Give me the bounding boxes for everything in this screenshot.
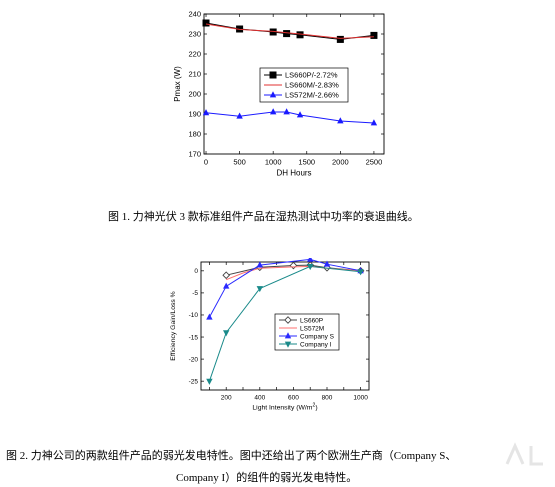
data-point xyxy=(223,282,230,289)
y-tick-label: 190 xyxy=(188,110,201,119)
watermark-logo xyxy=(505,442,543,466)
y-tick-label: 230 xyxy=(188,30,201,39)
data-point xyxy=(256,261,263,268)
x-tick-label: 2500 xyxy=(366,158,383,167)
x-tick-label: 400 xyxy=(254,395,265,402)
legend-marker xyxy=(284,341,292,348)
data-point xyxy=(370,31,378,39)
x-tick-label: 2000 xyxy=(332,158,349,167)
figure1-caption: 图 1. 力神光伏 3 款标准组件产品在湿热测试中功率的衰退曲线。 xyxy=(108,211,419,223)
data-point xyxy=(206,313,213,320)
data-point xyxy=(236,112,243,119)
data-point xyxy=(283,108,290,115)
legend-marker xyxy=(284,332,292,339)
legend-marker xyxy=(269,71,277,79)
x-axis-label-superscript: 2 xyxy=(312,403,315,409)
data-point xyxy=(296,111,304,118)
x-axis-label-close: ) xyxy=(315,405,317,412)
legend: LS660P/-2.72%LS660M/-2.83%LS572M/-2.66% xyxy=(259,67,349,103)
y-tick-label: 240 xyxy=(188,10,201,19)
data-point xyxy=(296,31,304,39)
data-point xyxy=(323,260,331,267)
data-point xyxy=(206,378,213,385)
figure2-caption-line2: Company I）的组件的弱光发电特性。 xyxy=(176,472,358,484)
x-tick-label: 600 xyxy=(288,395,299,402)
low-light-efficiency-chart: 200 400 600 800 1000 0 -5 -10 -15 -20 -25 Light Int… xyxy=(170,258,370,412)
y-tick-label: -5 xyxy=(192,290,198,297)
y-tick-label: -15 xyxy=(189,334,199,341)
x-tick-label: 1500 xyxy=(298,158,315,167)
data-point xyxy=(336,35,344,43)
data-point xyxy=(307,258,314,262)
series-3 xyxy=(202,108,378,126)
series-line xyxy=(208,258,361,318)
legend-label: LS660P xyxy=(300,317,323,324)
data-point xyxy=(223,330,230,337)
y-axis-label: Efficiency Gain/Loss % xyxy=(170,291,177,360)
series-4 xyxy=(206,264,364,385)
y-tick-label: 180 xyxy=(188,130,201,139)
y-tick-label: 170 xyxy=(188,150,201,159)
data-point xyxy=(202,19,210,27)
y-tick-label: 220 xyxy=(188,50,201,59)
data-point xyxy=(307,264,314,271)
y-tick-label: 0 xyxy=(194,268,198,275)
series-2 xyxy=(205,23,374,39)
x-tick-label: 800 xyxy=(322,395,333,402)
data-point xyxy=(202,109,210,116)
x-axis-label: Light Intensity (W/m2) xyxy=(252,403,317,412)
legend-label: LS660P/-2.72% xyxy=(285,71,338,80)
legend-marker xyxy=(284,316,292,324)
y-tick-label: -10 xyxy=(189,312,199,319)
data-point xyxy=(337,117,344,124)
legend-label: LS572M xyxy=(300,325,324,332)
x-tick-label: 500 xyxy=(233,158,246,167)
data-point xyxy=(269,108,277,115)
y-tick-label: 210 xyxy=(188,70,201,79)
series-3 xyxy=(206,258,364,320)
data-point xyxy=(370,119,378,126)
legend-label: LS572M/-2.66% xyxy=(285,91,339,100)
data-point xyxy=(357,269,364,276)
x-tick-label: 200 xyxy=(221,395,232,402)
y-tick-label: 200 xyxy=(188,90,201,99)
y-axis-label: Pmax (W) xyxy=(173,66,182,102)
y-tick-label: -20 xyxy=(189,356,199,363)
x-axis-label: DH Hours xyxy=(276,169,311,178)
figure2-caption-line1: 图 2. 力神公司的两款组件产品的弱光发电特性。图中还给出了两个欧洲生产商（Co… xyxy=(6,450,457,462)
data-point xyxy=(256,286,263,293)
legend-label: Company S xyxy=(300,333,335,340)
legend-label: Company I xyxy=(300,341,332,348)
x-tick-label: 1000 xyxy=(353,395,368,402)
dh-pmax-chart: 0 500 1000 1500 2000 2500 170 180 190 200 210 220 23… xyxy=(173,10,385,178)
legend-label: LS660M/-2.83% xyxy=(285,81,339,90)
y-tick-label: -25 xyxy=(189,378,199,385)
data-point xyxy=(222,271,231,280)
series-line xyxy=(205,23,374,39)
x-tick-label: 0 xyxy=(204,158,208,167)
legend-marker xyxy=(269,91,277,98)
x-tick-label: 1000 xyxy=(265,158,282,167)
data-point xyxy=(283,30,291,38)
